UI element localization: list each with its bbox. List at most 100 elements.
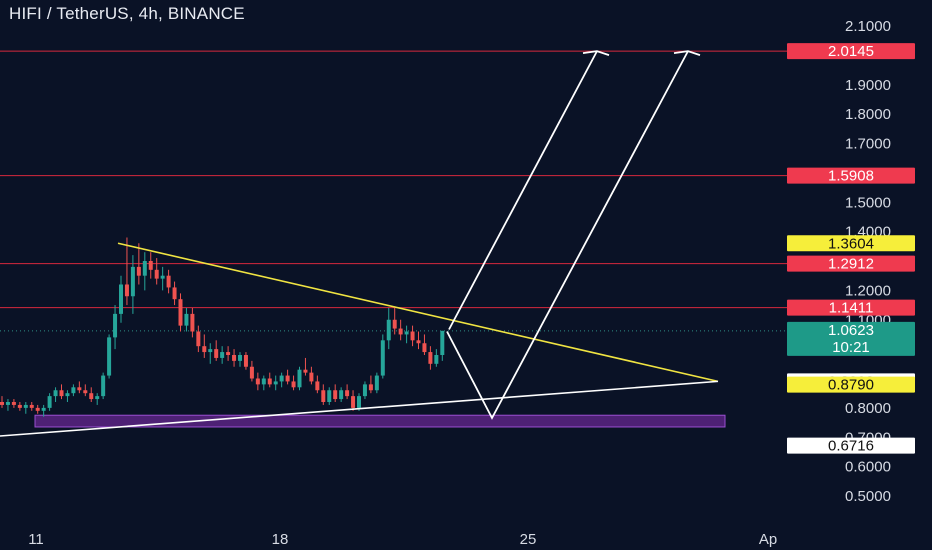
candle [368, 375, 373, 394]
candle [71, 384, 76, 397]
candle-body [327, 390, 332, 402]
candle-body [5, 402, 10, 405]
candle [279, 372, 284, 388]
candle [29, 402, 34, 411]
candle-body [53, 390, 58, 397]
price-tag-box [787, 167, 915, 184]
candle [297, 366, 302, 391]
candle-body [83, 390, 88, 394]
price-tag-box [787, 376, 915, 393]
candle [434, 349, 439, 367]
candle [428, 346, 433, 370]
arrow-head [582, 50, 610, 56]
projection-path-direct [448, 50, 598, 330]
candle [357, 393, 361, 411]
candle [113, 305, 118, 350]
candle [17, 402, 22, 411]
candle-body [0, 402, 4, 405]
candle [23, 402, 28, 414]
candle [196, 325, 201, 353]
candle [107, 334, 112, 379]
candle-body [285, 375, 290, 382]
candle [136, 243, 141, 285]
candle-body [154, 269, 159, 279]
price-tag-level: 1.5908 [787, 167, 915, 185]
candle [119, 275, 123, 323]
candle [178, 293, 183, 332]
candle [333, 384, 338, 402]
time-axis[interactable]: 11 18 25 Ap [28, 531, 777, 548]
candle-body [357, 396, 361, 408]
candle [59, 384, 64, 400]
candle-body [362, 384, 367, 397]
candle [315, 375, 320, 394]
candle-body [190, 313, 195, 332]
candle-body [315, 381, 320, 391]
candle [267, 372, 272, 388]
price-tick-label: 2.1000 [845, 18, 891, 35]
price-tick-label: 0.6000 [845, 459, 891, 476]
candle [362, 381, 367, 400]
candle-body [422, 343, 427, 353]
price-tag-level: 1.1411 [787, 299, 915, 317]
candle-body [303, 369, 308, 373]
price-tick-label: 1.7000 [845, 136, 891, 153]
candle-body [178, 299, 183, 326]
candle [41, 404, 46, 417]
candle-body [65, 393, 70, 397]
candle-body [196, 331, 201, 347]
price-tick-label: 1.5000 [845, 194, 891, 211]
candle [53, 387, 58, 402]
price-tag-box [787, 235, 915, 252]
price-tag-label: 1.1411 [829, 300, 874, 317]
candle [273, 375, 278, 391]
candle [416, 331, 421, 350]
price-tick-label: 1.9000 [845, 77, 891, 94]
candle [404, 325, 409, 344]
candle-body [345, 390, 350, 397]
candle-body [41, 407, 46, 411]
candle-body [386, 319, 391, 341]
candle-body [339, 390, 344, 400]
price-tag-label: 1.2912 [828, 256, 874, 273]
candle-body [101, 375, 106, 397]
price-tag-yellow: 1.3604 [787, 235, 915, 252]
candle-body [410, 331, 415, 341]
candle-body [35, 407, 40, 411]
candle [35, 404, 40, 414]
arrow-head [673, 50, 701, 56]
candle [243, 352, 248, 370]
candle [238, 352, 242, 367]
candle-body [136, 266, 141, 276]
candle-body [124, 284, 129, 297]
price-tag-white: 0.6716 [787, 437, 915, 455]
price-tick-label: 1.8000 [845, 106, 891, 123]
candle-body [434, 355, 439, 364]
candle [130, 255, 135, 314]
price-tag-level: 1.2912 [787, 256, 915, 273]
price-tag-box [787, 255, 915, 272]
candle [291, 375, 296, 391]
candle-body [398, 328, 403, 335]
candle [255, 372, 260, 391]
candle-body [71, 387, 76, 394]
candle-body [95, 396, 100, 400]
trendlines [0, 50, 719, 437]
candle [47, 393, 52, 411]
candle-body [11, 402, 16, 405]
candle-body [226, 352, 231, 355]
candle-body [261, 378, 266, 385]
ascending-trendline [0, 380, 719, 437]
candle-body [238, 355, 242, 361]
candle [172, 281, 177, 306]
candle [232, 349, 237, 367]
support-zone [34, 414, 726, 428]
candle-body [119, 284, 123, 314]
price-tag-box [787, 43, 915, 60]
candle-body [160, 275, 165, 279]
candle-body [89, 393, 94, 400]
candle-body [428, 352, 433, 364]
candle [208, 343, 213, 364]
